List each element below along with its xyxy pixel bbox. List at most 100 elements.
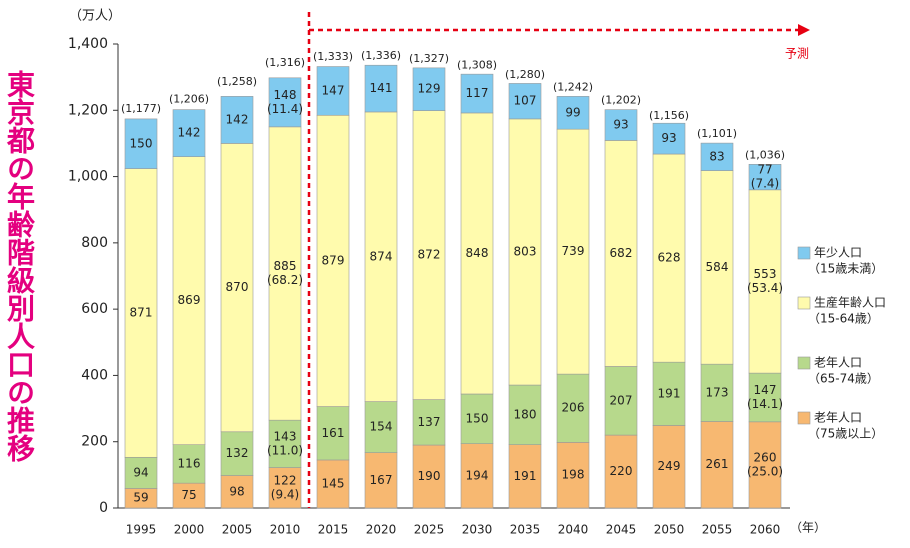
value-label: 872	[418, 248, 441, 262]
legend-note: （15歳未満）	[808, 262, 883, 276]
y-tick-label: 1,400	[68, 36, 108, 52]
bar-segment	[220, 143, 254, 433]
bar-segment	[556, 128, 590, 375]
bar-segment	[124, 168, 158, 458]
value-label: 848	[466, 246, 489, 260]
bar-segment	[604, 140, 638, 367]
value-label: 584	[706, 260, 729, 274]
y-tick-label: 800	[81, 235, 108, 251]
bar-segment	[268, 77, 302, 128]
x-tick-label: 2010	[270, 523, 301, 537]
value-label: 207	[610, 393, 633, 407]
bar-segment	[508, 384, 542, 445]
bar-segment	[364, 452, 398, 509]
value-label: 180	[514, 407, 537, 421]
legend-label: 生産年齢人口	[814, 295, 886, 310]
bar-segment	[172, 109, 206, 157]
legend-swatch	[797, 411, 811, 425]
arrow-head	[798, 24, 810, 36]
bar-segment	[652, 425, 686, 509]
bar-segment	[700, 363, 734, 422]
y-unit: （万人）	[69, 9, 121, 24]
value-label: 141	[370, 81, 393, 95]
value-label: 142	[178, 126, 201, 140]
legend-label: 年少人口	[814, 246, 862, 260]
value-label: 77	[757, 163, 772, 177]
value-label: 122	[274, 473, 297, 487]
x-tick-label: 2025	[414, 523, 445, 537]
share-label: (11.0)	[267, 443, 303, 457]
total-label: (1,316)	[265, 56, 305, 69]
bar-segment	[652, 153, 686, 363]
bar-segment	[700, 170, 734, 365]
bar-segment	[508, 83, 542, 120]
value-label: 117	[466, 86, 489, 100]
bar-segment	[748, 421, 782, 509]
value-label: 94	[133, 465, 148, 479]
value-label: 137	[418, 415, 441, 429]
value-label: 116	[178, 456, 201, 470]
bar-segment	[412, 399, 446, 446]
value-label: 874	[370, 249, 393, 263]
total-label: (1,036)	[745, 149, 785, 162]
x-tick-label: 2060	[750, 523, 781, 537]
value-label: 93	[613, 118, 628, 132]
value-label: 150	[130, 136, 153, 150]
total-label: (1,242)	[553, 80, 593, 93]
y-tick-label: 200	[81, 434, 108, 450]
value-label: 191	[514, 469, 537, 483]
value-label: 190	[418, 469, 441, 483]
bar-segment	[268, 419, 302, 468]
value-label: 167	[370, 473, 393, 487]
bar-segment	[172, 482, 206, 509]
value-label: 173	[706, 385, 729, 399]
share-label: (68.2)	[267, 273, 303, 287]
y-tick-label: 400	[81, 367, 108, 383]
bar-segment	[652, 122, 686, 155]
bar-segment	[652, 361, 686, 426]
value-label: 682	[610, 246, 633, 260]
value-label: 142	[226, 112, 249, 126]
x-unit: （年）	[790, 521, 826, 535]
bar-segment	[364, 111, 398, 402]
legend-note: （75歳以上）	[808, 427, 883, 441]
x-tick-label: 1995	[126, 523, 157, 537]
bar-segment	[316, 406, 350, 461]
bar-segment	[556, 96, 590, 130]
value-label: 145	[322, 476, 345, 490]
value-label: 879	[322, 253, 345, 267]
y-tick-label: 1,000	[68, 169, 108, 185]
x-tick-label: 2020	[366, 523, 397, 537]
value-label: 143	[274, 429, 297, 443]
share-label: (11.4)	[267, 102, 303, 116]
value-label: 870	[226, 280, 249, 294]
bar-segment	[556, 442, 590, 509]
total-label: (1,280)	[505, 68, 545, 81]
x-tick-label: 2030	[462, 523, 493, 537]
bar-segment	[412, 444, 446, 509]
legend-swatch	[797, 246, 811, 260]
value-label: 249	[658, 459, 681, 473]
total-label: (1,258)	[217, 75, 257, 88]
value-label: 161	[322, 426, 345, 440]
share-label: (7.4)	[751, 177, 779, 191]
total-label: (1,177)	[121, 102, 161, 115]
value-label: 93	[661, 131, 676, 145]
bar-segment	[460, 393, 494, 445]
value-label: 147	[322, 83, 345, 97]
share-label: (9.4)	[271, 487, 299, 501]
bar-segment	[316, 459, 350, 509]
value-label: 150	[466, 411, 489, 425]
bar-segment	[508, 444, 542, 509]
x-tick-label: 2050	[654, 523, 685, 537]
total-label: (1,101)	[697, 127, 737, 140]
value-label: 260	[754, 450, 777, 464]
bar-segment	[364, 64, 398, 113]
value-label: 261	[706, 457, 729, 471]
bar-segment	[604, 366, 638, 436]
value-label: 107	[514, 94, 537, 108]
legend-swatch	[797, 296, 811, 310]
bar-segment	[316, 66, 350, 116]
share-label: (25.0)	[747, 464, 783, 478]
value-label: 803	[514, 244, 537, 258]
